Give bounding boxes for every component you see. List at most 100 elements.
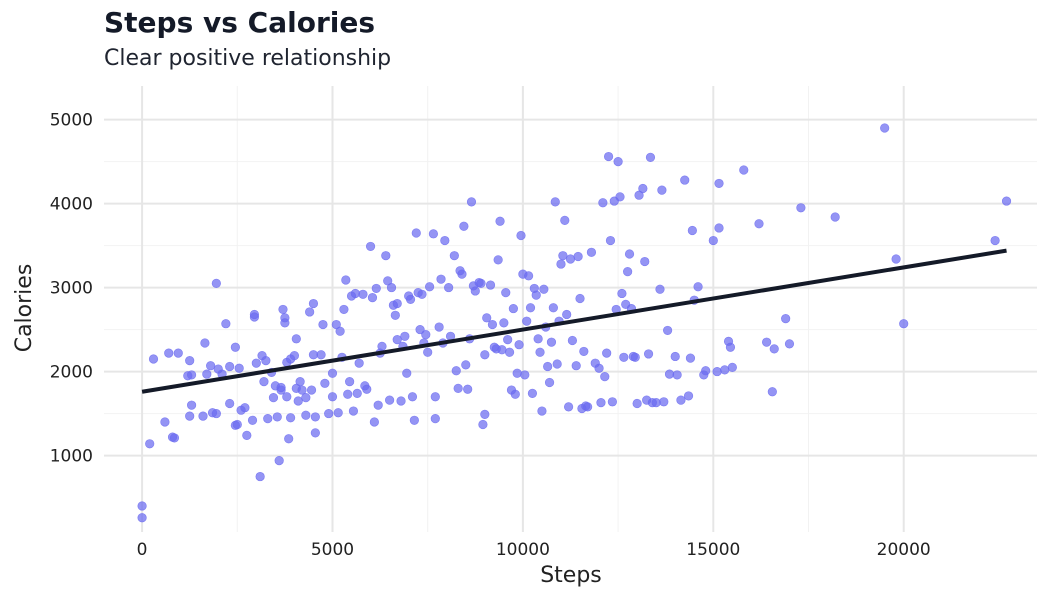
data-point <box>548 303 558 313</box>
data-point <box>324 408 334 419</box>
data-point <box>274 456 284 466</box>
data-point <box>680 175 690 185</box>
data-point <box>617 288 627 299</box>
data-point <box>520 370 530 380</box>
trend-line <box>141 248 1007 394</box>
data-point <box>463 384 473 394</box>
data-point <box>350 288 360 299</box>
data-point <box>605 235 616 246</box>
data-point <box>301 410 311 420</box>
data-point <box>385 395 395 405</box>
data-point <box>148 354 159 364</box>
data-point <box>354 358 364 368</box>
data-point <box>341 275 351 285</box>
data-point <box>291 334 301 344</box>
data-point <box>211 278 221 288</box>
data-point <box>672 370 682 380</box>
data-point <box>428 229 439 239</box>
data-point <box>434 322 444 332</box>
data-point <box>727 362 737 372</box>
data-point <box>367 293 378 303</box>
data-point <box>701 366 711 376</box>
data-point <box>230 342 240 352</box>
data-point <box>362 384 372 394</box>
data-point <box>598 198 608 208</box>
data-point <box>276 382 286 393</box>
data-point <box>240 403 250 413</box>
data-point <box>461 360 471 370</box>
data-point <box>516 230 526 241</box>
data-point <box>645 152 656 162</box>
data-point <box>377 341 387 351</box>
data-point <box>527 388 538 399</box>
data-point <box>567 335 578 346</box>
data-point <box>632 398 642 409</box>
data-point <box>602 348 612 358</box>
data-point <box>423 347 433 357</box>
data-point <box>725 342 736 352</box>
data-point <box>327 368 338 378</box>
data-point <box>603 151 614 162</box>
data-point <box>293 396 303 406</box>
data-point <box>712 366 722 377</box>
data-point <box>586 247 597 257</box>
data-point <box>225 398 235 409</box>
y-tick-label: 3000 <box>50 279 93 299</box>
data-point <box>537 406 547 416</box>
data-point <box>562 309 572 320</box>
data-point <box>318 319 328 330</box>
data-point <box>453 383 463 393</box>
data-point <box>693 282 703 292</box>
data-point <box>280 318 290 328</box>
data-point <box>600 372 610 382</box>
x-tick-label: 15000 <box>686 540 740 560</box>
data-point <box>430 392 440 402</box>
data-point <box>424 282 435 292</box>
data-point <box>305 307 315 317</box>
data-point <box>480 409 490 420</box>
data-point <box>596 398 606 408</box>
data-point <box>497 345 507 355</box>
data-point <box>651 398 661 408</box>
data-point <box>272 412 282 422</box>
data-point <box>268 393 279 403</box>
x-tick-label: 5000 <box>311 540 354 560</box>
data-point <box>499 318 509 328</box>
data-point <box>683 391 694 401</box>
data-point <box>358 289 368 299</box>
data-point <box>550 197 560 207</box>
data-point <box>687 225 697 236</box>
x-tick-label: 0 <box>137 540 148 560</box>
data-point <box>571 361 581 371</box>
data-point <box>720 365 730 375</box>
data-point <box>185 356 195 366</box>
data-point <box>466 197 477 207</box>
trend-line-group <box>141 248 1007 394</box>
data-point <box>169 433 180 443</box>
data-point <box>615 192 625 202</box>
data-point <box>436 274 446 284</box>
data-point <box>440 235 450 246</box>
data-point <box>510 389 520 399</box>
data-point <box>514 340 524 350</box>
x-axis-ticks: 0 5000 10000 15000 20000 <box>137 540 931 560</box>
data-point <box>563 402 574 412</box>
data-point <box>524 271 534 281</box>
data-point <box>263 414 273 424</box>
data-point <box>137 501 147 511</box>
data-point <box>286 413 296 423</box>
data-point <box>640 256 650 267</box>
data-point <box>546 337 557 347</box>
data-point <box>594 363 604 373</box>
data-point <box>247 415 258 425</box>
data-point <box>310 412 320 422</box>
data-point <box>638 183 648 194</box>
y-axis-title: Calories <box>12 264 37 353</box>
y-tick-label: 5000 <box>50 111 93 131</box>
data-point <box>784 339 795 349</box>
data-point <box>369 417 379 427</box>
data-point <box>476 278 486 288</box>
data-point <box>411 228 421 238</box>
data-point <box>685 353 696 363</box>
data-point <box>392 335 402 345</box>
